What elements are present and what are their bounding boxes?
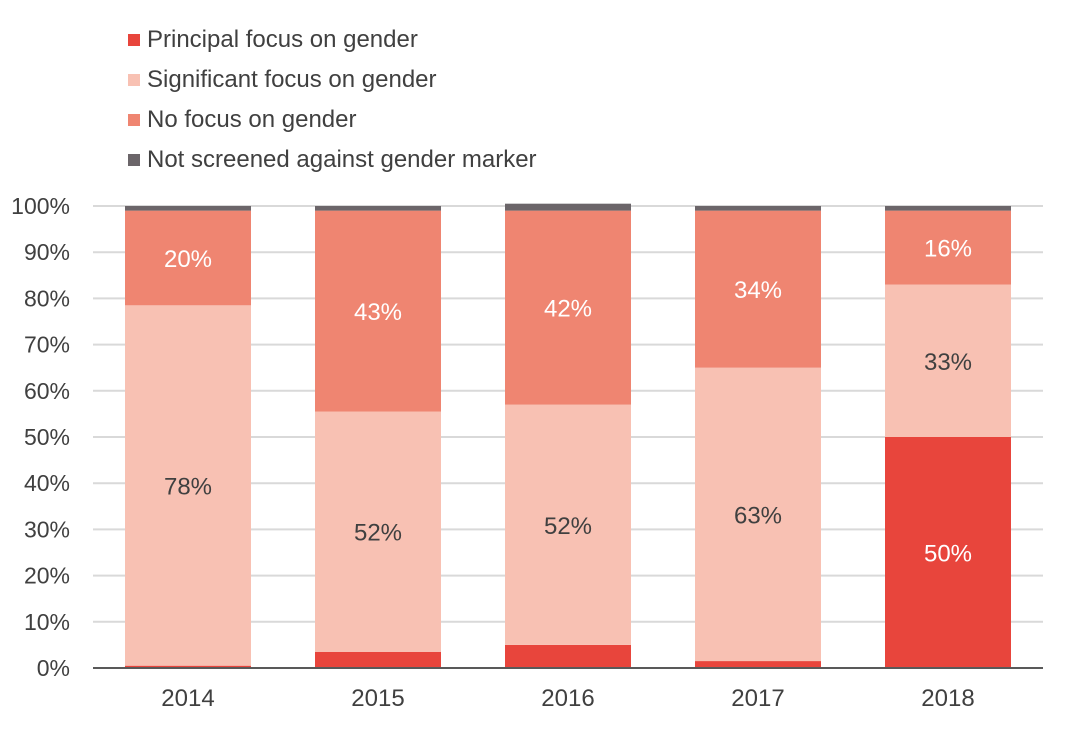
bar-segment [315,411,441,652]
y-tick-label: 100% [11,193,70,219]
bar-segment [505,210,631,405]
x-tick-label: 2016 [541,685,594,712]
legend-swatch-principal [128,34,140,46]
data-label: 20% [164,246,212,273]
x-tick-label: 2018 [921,685,974,712]
legend-label-no-focus: No focus on gender [147,106,357,133]
x-tick-label: 2017 [731,685,784,712]
data-label: 43% [354,299,402,326]
data-label: 63% [734,502,782,529]
bar-segment [125,665,251,668]
y-tick-label: 50% [24,424,70,450]
chart-legend: Principal focus on gender Significant fo… [128,20,537,180]
data-label: 34% [734,277,782,304]
data-label: 78% [164,474,212,501]
data-label: 33% [924,349,972,376]
x-tick-label: 2015 [351,685,404,712]
bar-segment [885,284,1011,437]
legend-item-not-screened: Not screened against gender marker [128,140,537,180]
y-axis-ticks: 0% 10% 20% 30% 40% 50% 60% 70% 80% 90% 100% [11,193,70,681]
legend-swatch-not-screened [128,154,140,166]
y-tick-label: 80% [24,285,70,311]
bar-segment [125,305,251,666]
y-tick-label: 60% [24,378,70,404]
data-labels: 78% 20% 52% 43% 52% 42% 63% 34% 50% 33% 16% [164,236,972,568]
bar-segment [695,367,821,662]
bar-segment [125,206,251,211]
bar-segment [315,651,441,668]
legend-label-principal: Principal focus on gender [147,26,418,53]
data-label: 52% [354,520,402,547]
bar-segment [505,404,631,645]
legend-label-significant: Significant focus on gender [147,66,437,93]
bar-segment [885,206,1011,211]
data-label: 52% [544,513,592,540]
legend-swatch-no-focus [128,114,140,126]
legend-swatch-significant [128,74,140,86]
bars [125,203,1011,668]
y-tick-label: 10% [24,609,70,635]
y-tick-label: 0% [37,655,70,681]
bar-segment [885,210,1011,285]
bar-segment [125,210,251,306]
legend-label-not-screened: Not screened against gender marker [147,146,537,173]
data-label: 42% [544,296,592,323]
y-tick-label: 20% [24,563,70,589]
bar-segment [505,644,631,668]
data-label: 16% [924,236,972,263]
bar-segment [695,661,821,668]
x-axis-ticks: 2014 2015 2016 2017 2018 [161,685,974,712]
y-tick-label: 70% [24,332,70,358]
bar-segment [695,210,821,368]
legend-item-no-focus: No focus on gender [128,100,537,140]
y-tick-label: 30% [24,516,70,542]
data-label: 50% [924,541,972,568]
legend-item-significant: Significant focus on gender [128,60,537,100]
bar-segment [695,206,821,211]
y-tick-label: 40% [24,470,70,496]
bar-segment [885,437,1011,668]
legend-item-principal: Principal focus on gender [128,20,537,60]
bar-segment [315,206,441,211]
bar-segment [505,203,631,211]
y-tick-label: 90% [24,239,70,265]
bar-segment [315,210,441,412]
x-tick-label: 2014 [161,685,214,712]
